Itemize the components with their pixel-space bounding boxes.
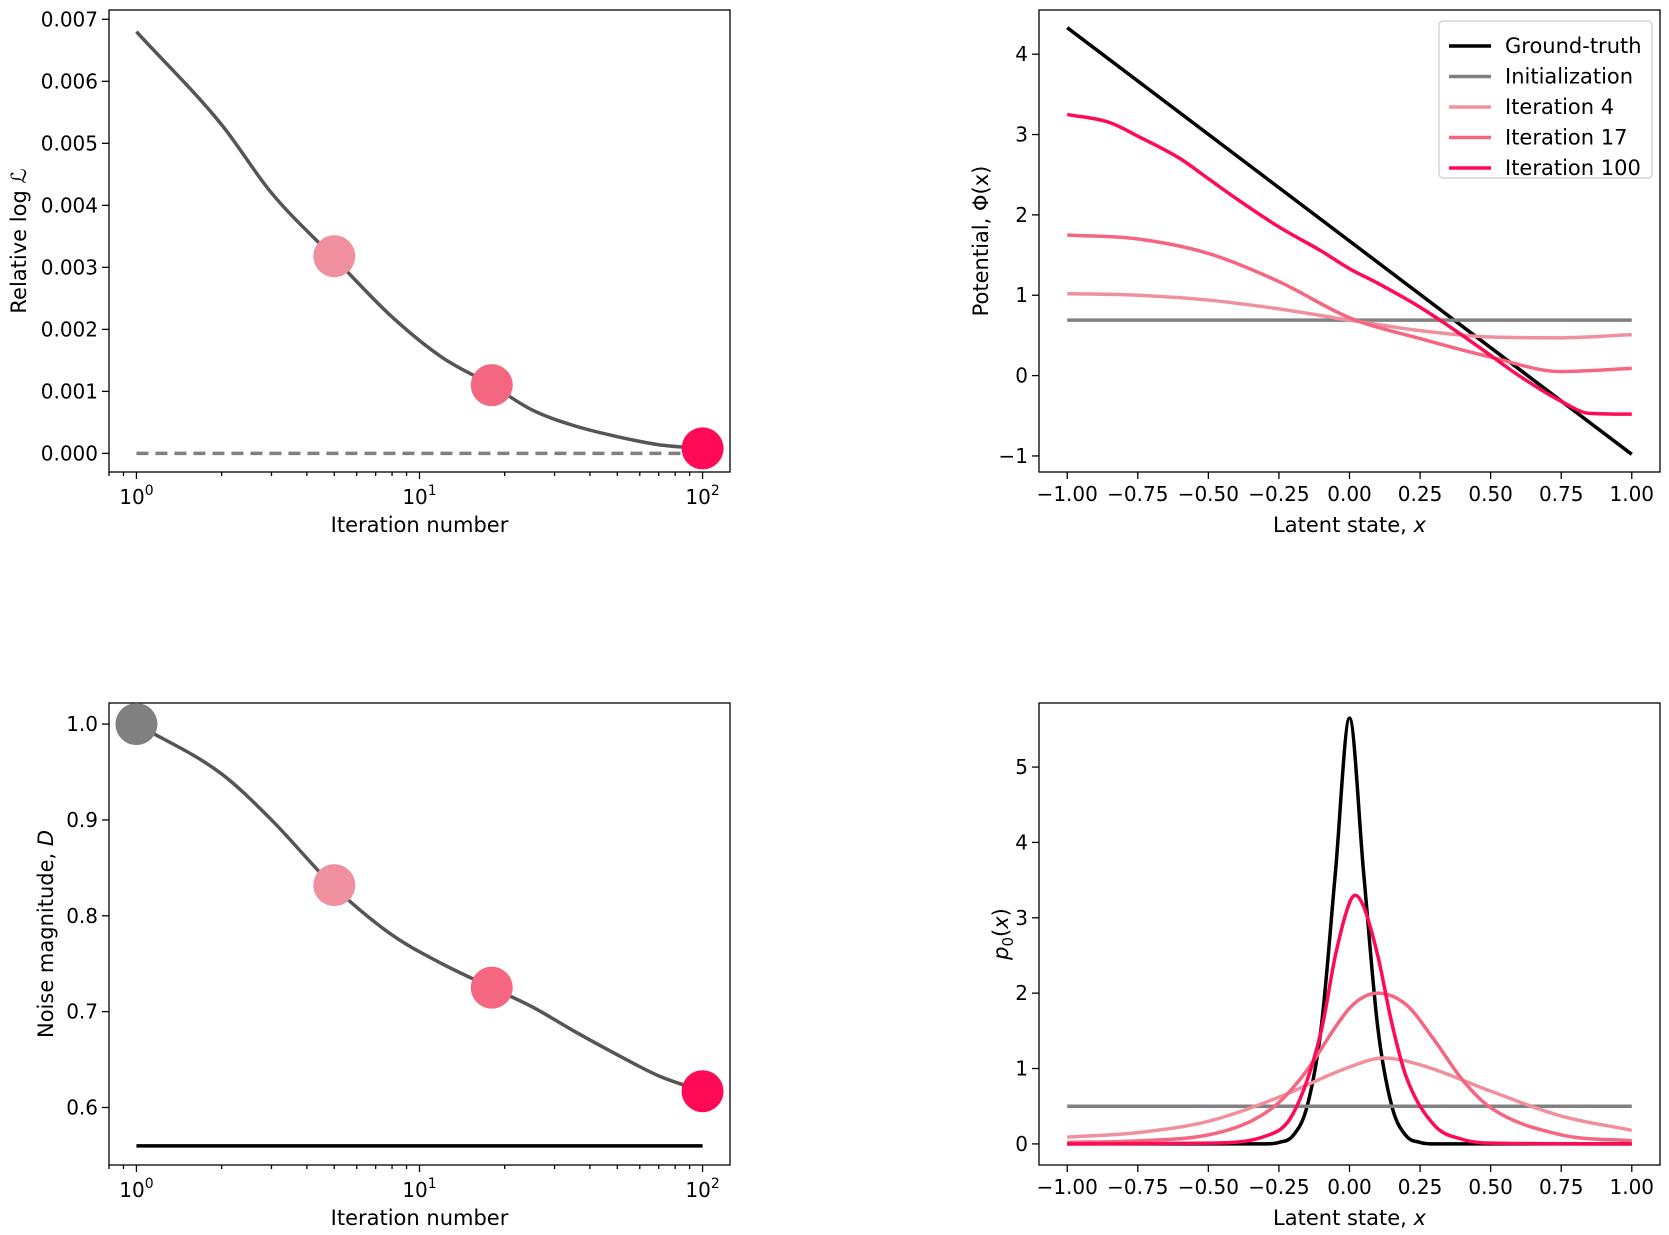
marker-noise-1 xyxy=(313,864,355,906)
y-tick-label: 0.000 xyxy=(41,441,98,465)
y-tick-label: 0.8 xyxy=(66,904,98,928)
y-tick-label: 0.007 xyxy=(41,7,98,31)
x-tick-label: 0.50 xyxy=(1468,1175,1513,1199)
x-axis-label: Iteration number xyxy=(331,513,509,537)
x-tick-label: 101 xyxy=(402,483,436,509)
x-tick-label: 1.00 xyxy=(1610,1175,1655,1199)
x-tick-label: 102 xyxy=(685,483,719,509)
axes-frame-loglik xyxy=(109,10,730,472)
y-tick-label: 0.006 xyxy=(41,69,98,93)
y-tick-label: 1 xyxy=(1015,283,1028,307)
x-tick-label: 0.00 xyxy=(1327,482,1372,506)
y-tick-label: 0.7 xyxy=(66,1000,98,1024)
x-tick-label: −1.00 xyxy=(1037,1175,1098,1199)
y-tick-label: 0.001 xyxy=(41,379,98,403)
x-tick-label: 100 xyxy=(119,483,153,509)
marker-noise-2 xyxy=(471,967,513,1009)
y-tick-label: 5 xyxy=(1015,755,1028,779)
panel-potential: −1.00 −0.75 −0.50 −0.25 0.00 0.25 0.50 0.75 1.00… xyxy=(969,10,1660,537)
y-tick-label: 3 xyxy=(1015,906,1028,930)
axes-frame-noise xyxy=(109,703,730,1165)
y-tick-label: 0.004 xyxy=(41,193,98,217)
y-tick-label: 1.0 xyxy=(66,712,98,736)
y-tick-label: 2 xyxy=(1015,203,1028,227)
x-tick-label: −0.50 xyxy=(1178,1175,1239,1199)
x-tick-label: 0.50 xyxy=(1468,482,1513,506)
series-line-potential-3 xyxy=(1067,235,1632,372)
x-tick-label: 102 xyxy=(685,1176,719,1202)
plot-area-noise xyxy=(136,724,702,1146)
y-axis-label: Noise magnitude, D xyxy=(34,830,58,1038)
legend-label-4: Iteration 100 xyxy=(1505,156,1641,180)
panel-density: −1.00 −0.75 −0.50 −0.25 0.00 0.25 0.50 0.75 1.00… xyxy=(989,703,1660,1230)
x-tick-label: −1.00 xyxy=(1037,482,1098,506)
legend: Ground-truth Initialization Iteration 4 Ite… xyxy=(1439,21,1652,180)
y-tick-label: 0.6 xyxy=(66,1095,98,1119)
x-tick-label: −0.50 xyxy=(1178,482,1239,506)
panel-noise: 100 101 102 0.6 0.7 0.8 0.9 1.0 Iteration number… xyxy=(34,703,730,1230)
x-tick-label: 0.25 xyxy=(1398,1175,1443,1199)
series-line-noise-0 xyxy=(136,724,702,1091)
x-tick-label: 0.75 xyxy=(1539,482,1584,506)
legend-label-2: Iteration 4 xyxy=(1505,95,1614,119)
x-axis-label: Latent state, x xyxy=(1273,1206,1427,1230)
series-line-density-2 xyxy=(1067,1058,1632,1137)
x-tick-label: 101 xyxy=(402,1176,436,1202)
marker-loglik-1 xyxy=(471,364,513,406)
y-tick-label: 0.002 xyxy=(41,317,98,341)
y-tick-label: 3 xyxy=(1015,123,1028,147)
marker-noise-0 xyxy=(115,703,157,745)
y-tick-label: 0.003 xyxy=(41,255,98,279)
marker-loglik-0 xyxy=(313,235,355,277)
axes-frame-density xyxy=(1039,703,1660,1165)
y-tick-label: 0.9 xyxy=(66,808,98,832)
x-tick-label: 0.00 xyxy=(1327,1175,1372,1199)
y-axis-label: Relative log ℒ xyxy=(7,168,31,313)
x-tick-label: 1.00 xyxy=(1610,482,1655,506)
y-tick-label: 1 xyxy=(1015,1057,1028,1081)
y-tick-label: 0 xyxy=(1015,1132,1028,1156)
series-line-potential-2 xyxy=(1067,294,1632,338)
legend-label-1: Initialization xyxy=(1505,65,1633,89)
y-axis-label: p0(x) xyxy=(989,908,1017,961)
y-tick-label: 0.005 xyxy=(41,131,98,155)
series-line-loglik-0 xyxy=(136,32,702,449)
y-tick-label: 4 xyxy=(1015,42,1028,66)
x-axis-label: Latent state, x xyxy=(1273,513,1427,537)
plot-area-density xyxy=(1067,718,1632,1144)
y-axis-label: Potential, Φ(x) xyxy=(969,166,993,317)
y-tick-label: −1 xyxy=(999,444,1028,468)
x-tick-label: −0.25 xyxy=(1248,482,1309,506)
x-axis-label: Iteration number xyxy=(331,1206,509,1230)
legend-label-3: Iteration 17 xyxy=(1505,126,1627,150)
series-line-density-0 xyxy=(1067,718,1632,1144)
y-tick-label: 0 xyxy=(1015,364,1028,388)
x-tick-label: −0.75 xyxy=(1107,1175,1168,1199)
x-tick-label: −0.75 xyxy=(1107,482,1168,506)
marker-noise-3 xyxy=(682,1070,724,1112)
x-tick-label: 0.25 xyxy=(1398,482,1443,506)
marker-loglik-2 xyxy=(682,427,724,469)
x-tick-label: 0.75 xyxy=(1539,1175,1584,1199)
legend-label-0: Ground-truth xyxy=(1505,34,1642,58)
x-tick-label: −0.25 xyxy=(1248,1175,1309,1199)
plot-area-loglik xyxy=(136,32,702,454)
x-tick-label: 100 xyxy=(119,1176,153,1202)
panel-loglik: 100 101 102 0.000 0.001 0.002 0.003 0.004 0.005 0… xyxy=(7,7,730,537)
y-tick-label: 2 xyxy=(1015,981,1028,1005)
y-tick-label: 4 xyxy=(1015,830,1028,854)
